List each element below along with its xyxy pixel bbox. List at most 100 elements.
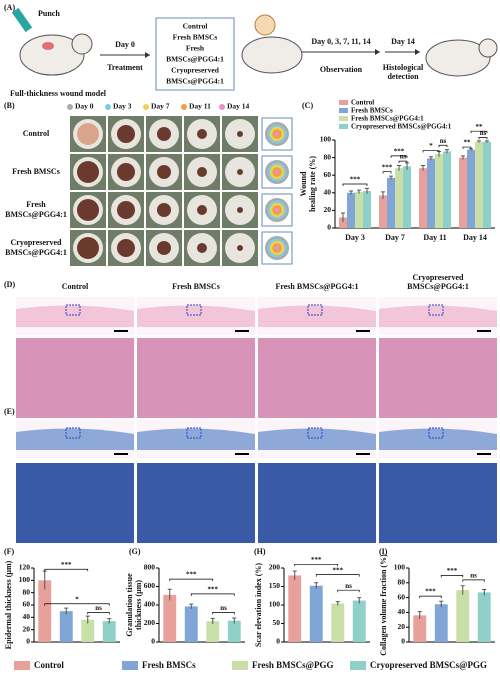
bar [477,592,491,642]
zoom-image [137,338,255,418]
zoom-image [258,463,376,543]
significance-bracket [342,183,368,186]
bar [38,580,52,642]
error-bar [439,600,444,608]
label: Day 0 [115,40,135,49]
wound [77,199,99,221]
significance-bracket [337,589,360,593]
bar [355,191,363,228]
significance-bracket [44,603,110,606]
zoom-box [307,427,323,439]
significance-bracket [294,563,339,567]
bar [475,141,483,228]
bar [163,594,177,642]
wound [117,163,135,181]
significance-bracket [212,612,235,615]
panel-label: (A) [4,3,15,12]
legend-swatch [339,108,348,113]
wound [197,205,207,215]
row-label: BMSCs@PGG4:1 [5,210,67,219]
tissue-strip [137,305,255,327]
significance-label: ns [400,153,407,161]
wound [157,203,171,217]
error-bar [477,140,481,143]
dressing [254,14,276,36]
significance-label: *** [333,566,344,574]
y-tick-label: 100 [269,600,281,609]
significance-label: *** [311,556,322,564]
bar [467,149,475,228]
significance-label: *** [394,147,405,155]
zoom-box [428,304,444,316]
error-bar [357,597,362,604]
day-dot [219,104,225,110]
x-tick-label: Day 14 [463,233,487,242]
significance-bracket [438,144,448,148]
panel-label: (B) [4,101,15,110]
error-bar [349,190,353,195]
day-label: Day 11 [189,102,211,111]
y-tick-label: 120 [19,563,31,572]
row-label: Fresh BMSCs [12,167,60,176]
error-bar [482,588,487,596]
column-label: Fresh BMSCs@PGG4:1 [275,282,358,291]
error-bar [167,588,172,601]
zoom-image [137,463,255,543]
error-bar [365,187,369,194]
label: detection [387,72,419,81]
wound [157,127,171,141]
error-bar [335,601,340,606]
y-tick-label: 400 [144,600,156,609]
significance-label: *** [447,567,458,575]
bar [184,606,198,642]
zoom-box [428,427,444,439]
significance-bracket [422,150,440,153]
day-dot [181,104,187,110]
error-bar [107,618,112,624]
legend-swatch [122,661,138,670]
label: Histological [383,63,424,72]
wound [157,241,171,255]
trace-ring [274,169,280,175]
panel-label: (G) [129,547,141,556]
group-box [155,17,235,91]
error-bar [210,617,215,624]
x-tick-label: Day 7 [385,233,405,242]
significance-bracket [169,578,214,582]
significance-bracket [440,575,464,578]
bar [395,168,403,228]
significance-bracket [470,130,488,134]
group-label: Fresh [186,44,205,53]
legend-label: Fresh BMSCs [351,107,393,115]
schematic [11,7,498,91]
y-tick-label: 100 [394,563,406,572]
legend-label: Fresh BMSCs [142,660,196,670]
error-bar [397,165,401,171]
bar [459,157,467,228]
significance-bracket [87,612,110,615]
zoom-box [307,304,323,316]
significance-label: * [75,595,79,603]
legend-label: Control [34,660,64,670]
y-tick-label: 0 [26,637,30,646]
y-tick-label: 50 [273,618,281,627]
column-label: BMSCs@PGG4:1 [407,282,469,291]
error-bar [357,189,361,194]
bar [403,166,411,228]
significance-bracket [398,160,408,164]
punch-tool [11,7,33,33]
bar [456,590,470,642]
bar [227,620,241,642]
y-axis-label: Collagen volume fraction (%) [379,554,388,656]
zoom-box [65,427,81,439]
panel-label: (F) [4,547,15,556]
error-bar [314,582,319,589]
trace-ring [274,131,280,137]
wound [77,161,99,183]
significance-label: *** [208,586,219,594]
bar [59,611,73,642]
significance-label: *** [382,163,393,171]
bar [81,619,95,642]
wound [77,237,99,259]
legend-swatch [339,124,348,129]
